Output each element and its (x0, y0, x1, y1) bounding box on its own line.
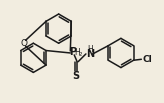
Text: 2: 2 (79, 52, 82, 57)
Text: H: H (74, 48, 80, 57)
Text: O: O (20, 39, 27, 48)
Text: H: H (87, 45, 93, 54)
Text: N: N (86, 49, 94, 59)
Text: Cl: Cl (142, 55, 152, 64)
Text: S: S (73, 71, 80, 81)
Text: P: P (69, 47, 76, 57)
